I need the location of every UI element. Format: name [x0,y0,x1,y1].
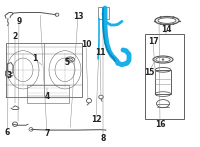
Text: 12: 12 [91,115,101,124]
Text: 13: 13 [73,12,83,21]
Text: 3: 3 [7,71,12,80]
Text: 1: 1 [32,54,38,63]
Text: 14: 14 [161,25,171,34]
Text: 5: 5 [64,58,70,67]
Text: 17: 17 [148,37,158,46]
Bar [27,85,69,103]
Text: 7: 7 [44,129,50,138]
Text: 16: 16 [155,120,165,129]
Text: 15: 15 [144,67,154,77]
Ellipse shape [162,59,164,60]
Text: 4: 4 [44,92,50,101]
Text: 6: 6 [5,128,10,137]
Text: 10: 10 [81,40,91,49]
Text: 11: 11 [95,48,105,57]
Bar [98,7,109,19]
Text: 8: 8 [100,134,106,143]
Text: 2: 2 [12,31,18,41]
Bar [145,34,184,119]
Text: 9: 9 [16,17,22,26]
Bar [155,70,171,94]
